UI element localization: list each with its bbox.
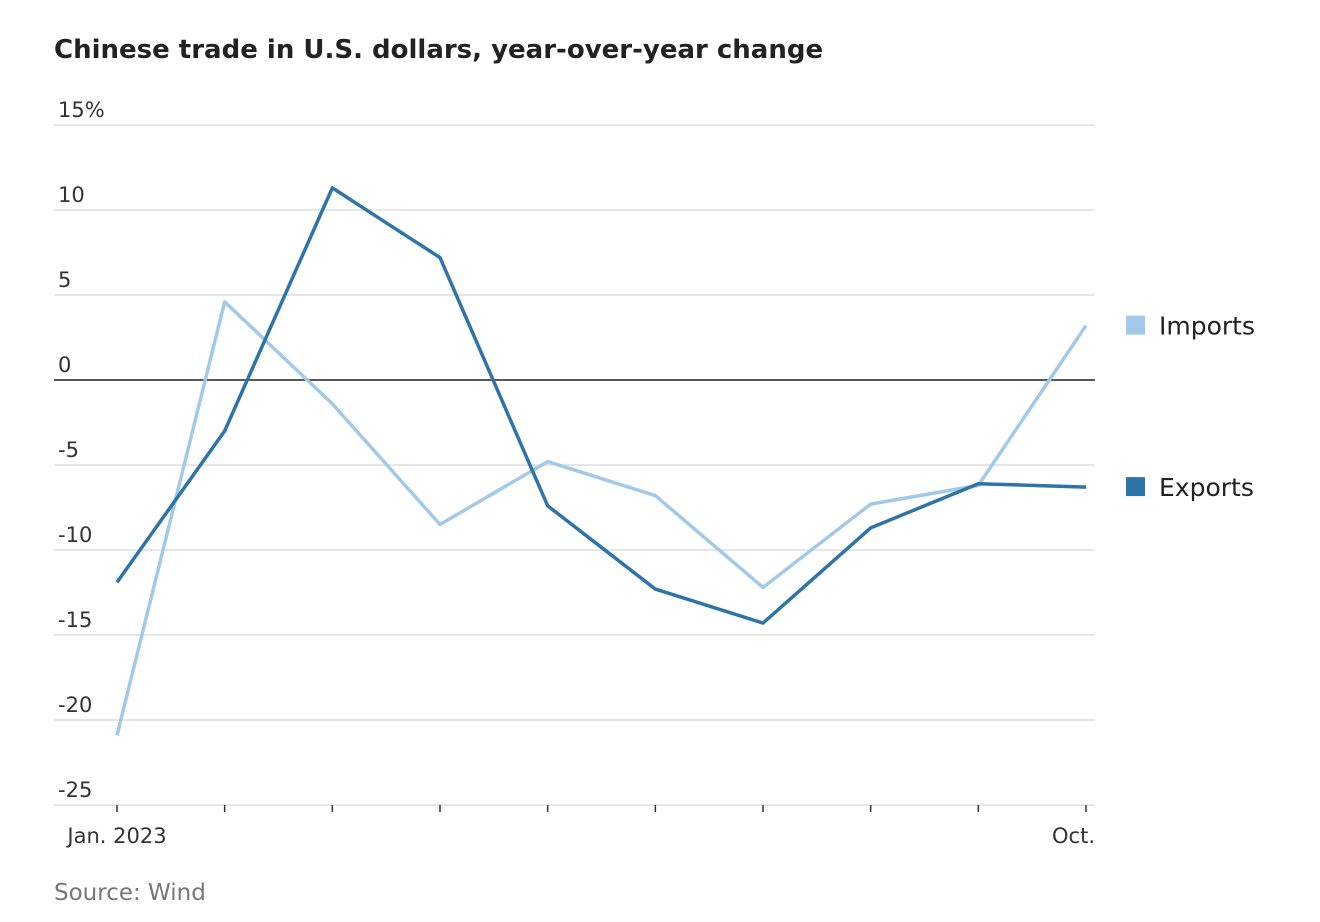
source: Source: Wind (54, 880, 206, 906)
chart-title: Chinese trade in U.S. dollars, year-over… (54, 35, 823, 65)
y-tick-label: -20 (58, 693, 92, 717)
y-tick-label: -5 (58, 438, 79, 462)
series-line (115, 300, 1088, 736)
legend-swatch (1126, 477, 1145, 497)
y-tick-label: -10 (58, 523, 92, 547)
y-tick-label: -25 (58, 778, 92, 802)
y-tick-label: 0 (58, 353, 71, 377)
x-tick-label: Oct. (1052, 824, 1095, 848)
y-tick-label: 10 (58, 183, 85, 207)
y-tick-label: 15% (58, 98, 105, 122)
y-tick-label: 5 (58, 268, 71, 292)
legend-swatch (1126, 315, 1145, 335)
legend-label: Imports (1159, 312, 1255, 341)
y-tick-label: -15 (58, 608, 92, 632)
series-line (115, 186, 1087, 625)
x-tick-label: Jan. 2023 (65, 824, 166, 848)
legend-label: Exports (1159, 473, 1254, 502)
